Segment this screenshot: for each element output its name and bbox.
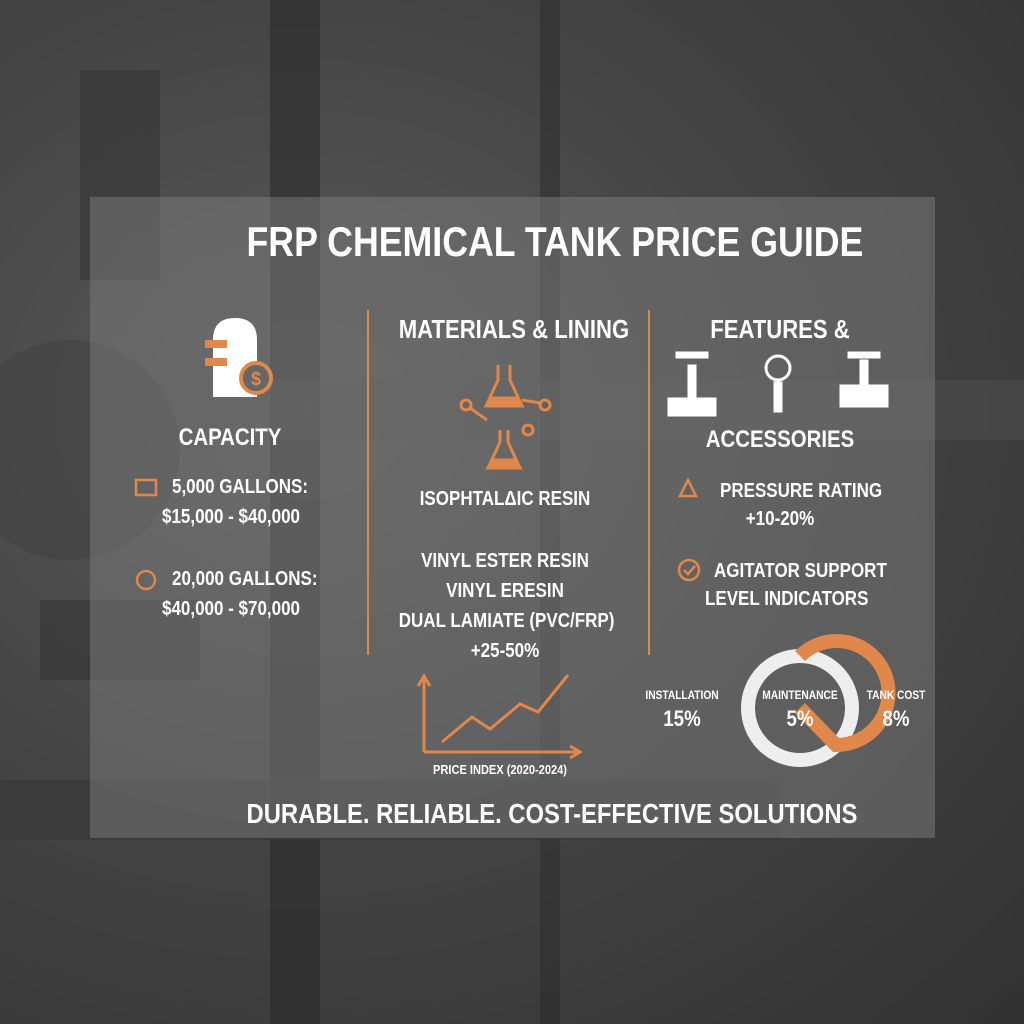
- cost-label: MAINTENANCE: [762, 688, 838, 702]
- capacity-label: 5,000 GALLONS:: [172, 476, 309, 498]
- small-icons: [134, 477, 701, 591]
- subheading: ACCESSORIES: [705, 426, 855, 453]
- capacity-price: $40,000 - $70,000: [162, 598, 301, 620]
- tank-icon: $: [205, 317, 273, 397]
- donut: [741, 634, 896, 767]
- tagline: DURABLE. RELIABLE. COST-EFFECTIVE SOLUTI…: [246, 798, 858, 829]
- heading: FEATURES &: [710, 314, 850, 344]
- feature-note: +10-20%: [745, 508, 815, 530]
- divider: [367, 310, 369, 655]
- capacity-label: 20,000 GALLONS:: [172, 568, 318, 590]
- capacity-price: $15,000 - $40,000: [162, 506, 301, 528]
- material: ISOPHTALΔIC RESIN: [419, 488, 591, 510]
- feature: AGITATOR SUPPORT: [714, 560, 887, 582]
- material: DUAL LAMIATE (PVC/FRP): [398, 610, 615, 632]
- svg-text:$: $: [251, 369, 261, 389]
- chart-label: PRICE INDEX (2020-2024): [433, 762, 567, 777]
- feature: PRESSURE RATING: [720, 480, 883, 502]
- material: VINYL ERESIN: [446, 580, 564, 602]
- heading: MATERIALS & LINING: [398, 314, 630, 344]
- heading: CAPACITY: [178, 424, 282, 451]
- panel: [90, 197, 935, 838]
- material: VINYL ESTER RESIN: [421, 550, 589, 572]
- feature: LEVEL INDICATORS: [705, 588, 869, 610]
- cost-value: 8%: [882, 706, 910, 731]
- title: FRP CHEMICAL TANK PRICE GUIDE: [246, 218, 864, 265]
- cost-value: 5%: [786, 706, 814, 731]
- valve-icons: [667, 351, 889, 417]
- price-index-chart: [416, 673, 583, 760]
- cost-label: INSTALLATION: [645, 688, 719, 702]
- divider: [648, 310, 650, 655]
- cost-label: TANK COST: [866, 688, 926, 702]
- material-premium: +25-50%: [470, 640, 540, 662]
- flask-icon: [459, 365, 552, 470]
- cost-value: 15%: [663, 706, 701, 731]
